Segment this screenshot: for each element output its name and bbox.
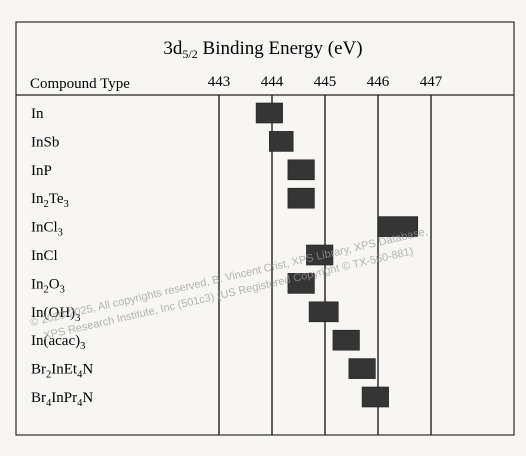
compound-label: In2Te3	[31, 191, 69, 210]
gridlines	[218, 95, 432, 435]
compound-label: In(acac)3	[31, 333, 85, 352]
x-tick-445: 445	[314, 74, 337, 90]
energy-range-bar	[308, 301, 339, 323]
energy-range-bar	[361, 386, 389, 408]
x-tick-444: 444	[261, 74, 284, 90]
energy-range-bar	[255, 102, 283, 124]
copyright-watermark: © 2020-2025, All copyrights reserved, B.…	[29, 226, 429, 343]
compound-label: InCl3	[31, 220, 63, 239]
watermark-line-2: XPS Research Institute, Inc (501c3) (US …	[42, 245, 414, 342]
compound-label: In2O3	[31, 276, 65, 295]
energy-range-bar	[332, 329, 360, 351]
compound-label: InCl	[31, 248, 58, 264]
x-tick-labels: 443 444 445 446 447	[208, 74, 443, 90]
compound-label: In(OH)3	[31, 305, 80, 324]
x-tick-443: 443	[208, 74, 231, 90]
compound-label: In	[31, 106, 44, 122]
compound-label: InSb	[31, 134, 59, 150]
chart-title: 3d5/2 Binding Energy (eV)	[163, 38, 362, 61]
energy-range-bar	[287, 159, 315, 181]
compound-label: Br4InPr4N	[31, 390, 93, 409]
energy-range-bar	[348, 358, 376, 379]
energy-range-bar	[287, 187, 315, 209]
energy-range-bar	[306, 244, 334, 266]
category-header: Compound Type	[30, 76, 130, 92]
chart-frame	[15, 21, 515, 436]
x-tick-446: 446	[367, 74, 390, 90]
compound-label: InP	[31, 163, 52, 179]
compound-label: Br2InEt4N	[31, 362, 93, 381]
energy-range-bar	[377, 216, 419, 237]
compound-rows: In InSb InP In2Te3 InCl3 InCl In2O3 In(OH)3 In(a…	[31, 102, 419, 409]
x-tick-447: 447	[420, 74, 443, 90]
energy-range-bar	[269, 131, 294, 152]
watermark-line-1: © 2020-2025, All copyrights reserved, B.…	[29, 226, 429, 329]
energy-range-bar	[287, 273, 315, 294]
